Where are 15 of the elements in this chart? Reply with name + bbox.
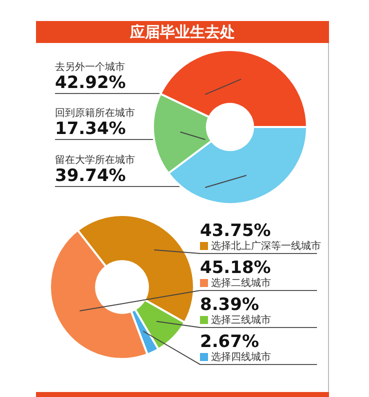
legend-label: 选择三线城市 [211,315,271,326]
legend-label: 选择四线城市 [211,352,271,363]
legend-label: 选择北上广深等一线城市 [211,241,321,252]
slice-label: 去另外一个城市 [55,62,125,73]
data-label: 45.18% [200,258,272,278]
slice-label: 留在大学所在城市 [55,155,135,166]
chart-title: 应届毕业生去处 [36,21,329,43]
legend-label: 选择二线城市 [211,278,271,289]
data-label: 39.74% [55,166,127,186]
data-label: 43.75% [200,221,272,241]
data-label: 42.92% [55,73,127,93]
data-label: 8.39% [200,295,259,315]
data-label: 17.34% [55,119,127,139]
slice-label: 回到原籍所在城市 [55,108,135,119]
data-label: 2.67% [200,332,259,352]
